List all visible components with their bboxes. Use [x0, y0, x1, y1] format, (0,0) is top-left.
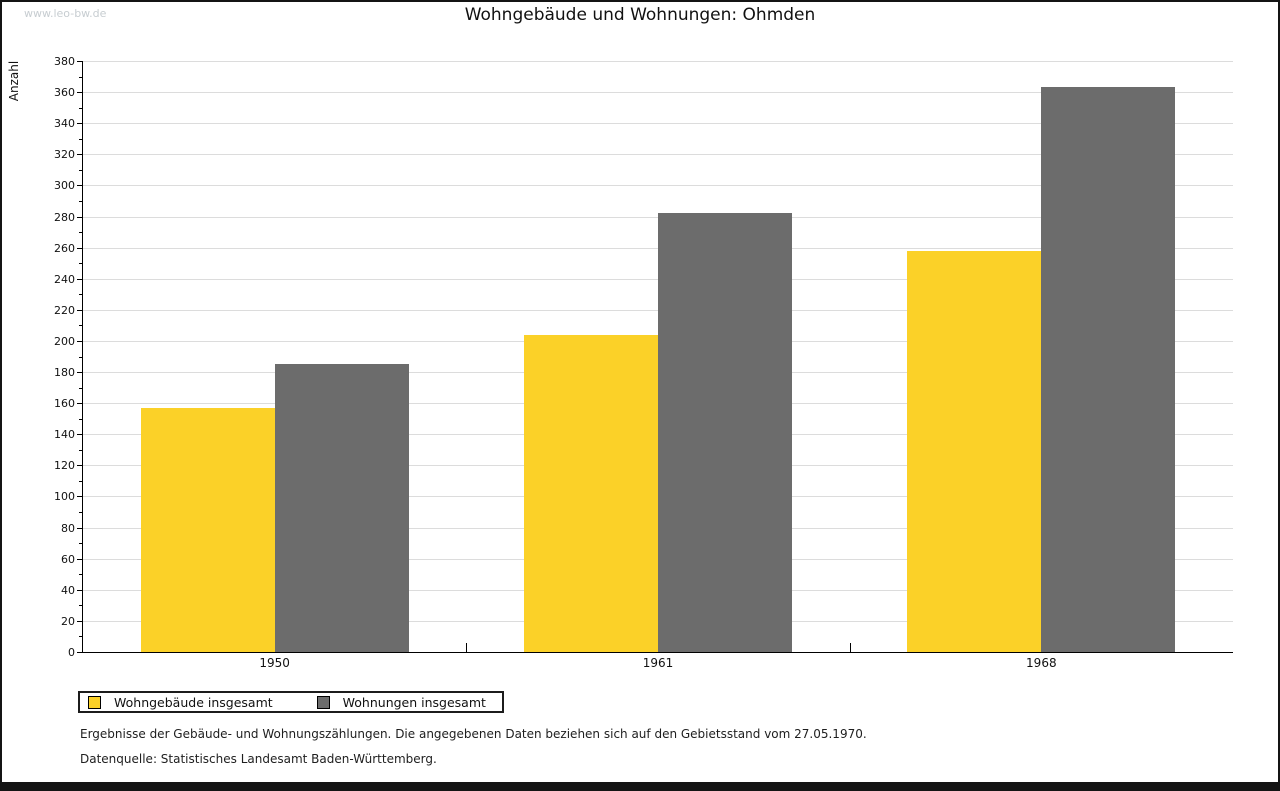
- bar-wohnungen-1961: [658, 213, 792, 652]
- y-minor-tick: [79, 480, 83, 482]
- y-tick-label: 240: [54, 272, 75, 286]
- y-minor-tick: [79, 76, 83, 78]
- y-major-tick: [77, 309, 83, 311]
- y-tick-label: 320: [54, 148, 75, 162]
- y-major-tick: [77, 620, 83, 622]
- x-boundary-tick: [466, 643, 468, 652]
- y-tick-label: 260: [54, 241, 75, 255]
- y-minor-tick: [79, 449, 83, 451]
- y-major-tick: [77, 92, 83, 94]
- plot-area: 0 20 40 60 80 100 120 140 160 180 200 220 240 260 280 3…: [54, 55, 1233, 670]
- y-major-tick: [77, 340, 83, 342]
- footnote-source-note: Ergebnisse der Gebäude- und Wohnungszähl…: [80, 727, 867, 741]
- y-minor-tick: [79, 169, 83, 171]
- y-major-tick: [77, 154, 83, 156]
- y-tick-label: 40: [61, 583, 75, 597]
- y-tick-label: 100: [54, 490, 75, 504]
- legend: Wohngebäude insgesamt Wohnungen insgesam…: [78, 691, 504, 713]
- y-minor-tick: [79, 294, 83, 296]
- y-tick-label: 200: [54, 334, 75, 348]
- y-tick-label: 360: [54, 86, 75, 100]
- y-major-tick: [77, 247, 83, 249]
- y-minor-tick: [79, 543, 83, 545]
- x-tick-label: 1968: [1026, 656, 1057, 670]
- y-major-tick: [77, 216, 83, 218]
- y-tick-label: 120: [54, 459, 75, 473]
- x-tick-label: 1950: [259, 656, 290, 670]
- y-major-tick: [77, 123, 83, 125]
- y-major-tick: [77, 372, 83, 374]
- legend-label-wohngebaeude: Wohngebäude insgesamt: [114, 694, 273, 710]
- legend-swatch-wohngebaeude: [88, 695, 101, 709]
- y-major-tick: [77, 496, 83, 498]
- y-axis-label: Anzahl: [7, 60, 21, 102]
- bar-wohnungen-1968: [1041, 87, 1176, 652]
- y-tick-label: 80: [61, 521, 75, 535]
- y-minor-tick: [79, 200, 83, 202]
- y-tick-label: 140: [54, 428, 75, 442]
- y-minor-tick: [79, 138, 83, 140]
- y-tick-label: 220: [54, 303, 75, 317]
- y-minor-tick: [79, 574, 83, 576]
- y-minor-tick: [79, 232, 83, 234]
- gridline: [83, 92, 1233, 94]
- y-tick-label: 160: [54, 397, 75, 411]
- y-minor-tick: [79, 605, 83, 607]
- y-major-tick: [77, 403, 83, 405]
- bar-wohnungen-1950: [274, 364, 409, 652]
- x-boundary-tick: [849, 643, 851, 652]
- gridline: [83, 185, 1233, 187]
- y-major-tick: [77, 465, 83, 467]
- y-tick-label: 380: [54, 55, 75, 68]
- y-minor-tick: [79, 387, 83, 389]
- y-major-tick: [77, 589, 83, 591]
- y-minor-tick: [79, 512, 83, 514]
- y-major-tick: [77, 185, 83, 187]
- y-major-tick: [77, 558, 83, 560]
- y-minor-tick: [79, 263, 83, 265]
- y-tick-label: 280: [54, 210, 75, 224]
- x-tick-label: 1961: [642, 656, 674, 670]
- watermark-leo-bw: www.leo-bw.de: [24, 7, 107, 20]
- y-tick-label: 300: [54, 179, 75, 193]
- chart-title: Wohngebäude und Wohnungen: Ohmden: [464, 5, 816, 25]
- gridline: [83, 123, 1233, 125]
- legend-label-wohnungen: Wohnungen insgesamt: [342, 694, 486, 710]
- y-minor-tick: [79, 636, 83, 638]
- bar-wohngebäude-1950: [140, 407, 275, 652]
- y-minor-tick: [79, 356, 83, 358]
- y-major-tick: [77, 527, 83, 529]
- y-major-tick: [77, 278, 83, 280]
- gridline: [83, 61, 1233, 62]
- y-major-tick: [77, 652, 83, 653]
- y-minor-tick: [79, 418, 83, 420]
- y-tick-label: 60: [61, 552, 75, 566]
- y-minor-tick: [79, 325, 83, 327]
- y-minor-tick: [79, 107, 83, 109]
- bar-wohngebäude-1961: [524, 334, 658, 652]
- y-major-tick: [77, 61, 83, 62]
- legend-swatch-wohnungen: [316, 695, 330, 709]
- y-tick-label: 180: [54, 366, 75, 380]
- y-tick-label: 0: [68, 646, 75, 659]
- bar-wohngebäude-1968: [907, 250, 1042, 652]
- y-major-tick: [77, 434, 83, 436]
- y-tick-label: 340: [54, 117, 75, 131]
- gridline: [83, 154, 1233, 156]
- footnote-data-source: Datenquelle: Statistisches Landesamt Bad…: [80, 752, 437, 766]
- y-tick-label: 20: [61, 614, 75, 628]
